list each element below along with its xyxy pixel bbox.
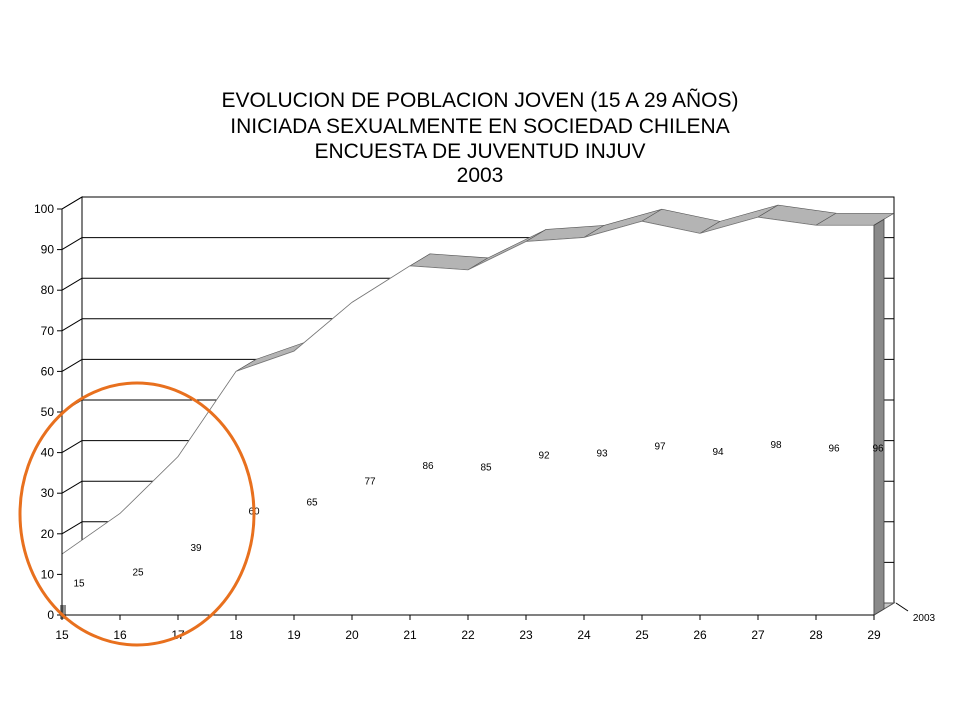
data-label: 93 <box>596 449 608 460</box>
y-tick-label: 100 <box>34 202 54 216</box>
x-tick-label: 26 <box>693 628 707 642</box>
data-label: 86 <box>422 461 434 472</box>
x-tick-label: 23 <box>519 628 533 642</box>
area-series-2003 <box>61 216 875 616</box>
gridline-side <box>61 440 83 454</box>
data-label: 25 <box>132 567 144 578</box>
gridline-side <box>61 277 83 291</box>
chart-title: EVOLUCION DE POBLACION JOVEN (15 A 29 AÑ… <box>221 88 738 187</box>
y-tick-label: 70 <box>41 324 55 338</box>
highlight-ellipse <box>18 381 256 647</box>
x-tick-label: 18 <box>229 628 243 642</box>
y-tick-label: 0 <box>47 608 54 622</box>
y-tick-label: 60 <box>41 364 55 378</box>
y-tick-label: 10 <box>41 567 55 581</box>
chart-title-line-3: ENCUESTA DE JUVENTUD INJUV <box>315 140 646 163</box>
y-tick-label: 20 <box>41 527 55 541</box>
data-label: 98 <box>770 440 782 451</box>
gridline-side <box>61 237 83 251</box>
x-tick-label: 20 <box>345 628 359 642</box>
data-label: 77 <box>364 477 376 488</box>
area-end-face <box>873 218 885 616</box>
data-label: 85 <box>480 463 492 474</box>
legend-leader <box>895 602 909 612</box>
x-tick-label: 28 <box>809 628 823 642</box>
y-tick-label: 30 <box>41 486 55 500</box>
chart-title-line-4: 2003 <box>457 164 504 187</box>
y-tick-label: 50 <box>41 405 55 419</box>
data-label: 15 <box>73 579 85 590</box>
data-label: 96 <box>828 443 840 454</box>
x-tick-label: 19 <box>287 628 301 642</box>
data-label: 65 <box>306 498 318 509</box>
x-tick-label: 25 <box>635 628 649 642</box>
x-tick-label: 22 <box>461 628 475 642</box>
y-tick-label: 90 <box>41 243 55 257</box>
chart-title-line-1: EVOLUCION DE POBLACION JOVEN (15 A 29 AÑ… <box>221 88 738 112</box>
legend-series-label: 2003 <box>913 613 936 624</box>
y-tick-label: 40 <box>41 446 55 460</box>
x-tick-label: 29 <box>867 628 881 642</box>
x-tick-label: 24 <box>577 628 591 642</box>
x-tick-label: 16 <box>113 628 127 642</box>
x-tick-label: 27 <box>751 628 765 642</box>
x-tick-label: 21 <box>403 628 417 642</box>
y-tick-label: 80 <box>41 283 55 297</box>
data-label: 92 <box>538 450 550 461</box>
data-label: 97 <box>654 442 666 453</box>
data-label: 96 <box>872 443 884 454</box>
data-label: 94 <box>712 447 724 458</box>
gridline-side <box>61 480 83 494</box>
gridline-side <box>61 318 83 332</box>
gridline-side <box>61 358 83 372</box>
area-start-face <box>60 605 66 619</box>
gridline-side <box>61 196 83 210</box>
data-label: 39 <box>190 543 202 554</box>
x-tick-label: 15 <box>55 628 69 642</box>
chart-title-line-2: INICIADA SEXUALMENTE EN SOCIEDAD CHILENA <box>230 115 729 138</box>
gridline-side <box>61 521 83 535</box>
